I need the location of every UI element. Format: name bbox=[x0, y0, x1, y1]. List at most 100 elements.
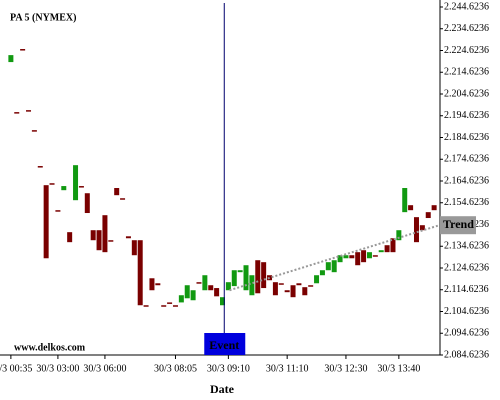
candle bbox=[220, 297, 225, 306]
x-tick-label: 30/3 12:30 bbox=[324, 363, 367, 374]
candle bbox=[331, 260, 337, 273]
candle bbox=[225, 282, 231, 291]
candle bbox=[108, 240, 114, 242]
candle bbox=[384, 245, 390, 253]
candle bbox=[319, 270, 325, 276]
y-tick-label: 2.204.6236 bbox=[444, 88, 489, 99]
candle bbox=[196, 282, 202, 284]
candle bbox=[8, 55, 14, 63]
candle bbox=[314, 275, 320, 284]
candle bbox=[26, 110, 32, 112]
x-tick-label: 30/3 03:00 bbox=[36, 363, 79, 374]
x-axis-label: Date bbox=[210, 382, 235, 396]
candle bbox=[120, 198, 126, 200]
candle bbox=[355, 252, 361, 266]
candle bbox=[78, 186, 84, 188]
trend-label-box bbox=[440, 216, 476, 235]
candle bbox=[231, 270, 237, 287]
candle bbox=[325, 262, 331, 271]
candle bbox=[243, 265, 249, 291]
chart-title: PA 5 (NYMEX) bbox=[10, 12, 76, 23]
candle bbox=[55, 210, 61, 212]
candle bbox=[73, 165, 79, 201]
candle bbox=[255, 260, 261, 294]
y-tick-label: 2.164.6236 bbox=[444, 175, 489, 186]
candle bbox=[114, 188, 120, 196]
candle bbox=[302, 287, 308, 296]
candle bbox=[37, 166, 43, 168]
y-tick-label: 2.224.6236 bbox=[444, 45, 489, 56]
y-tick-label: 2.114.6236 bbox=[444, 284, 489, 295]
watermark: www.delkos.com bbox=[14, 342, 86, 353]
candle bbox=[296, 283, 302, 286]
y-tick-label: 2.244.6236 bbox=[444, 1, 489, 12]
candle bbox=[396, 230, 402, 241]
candle bbox=[208, 285, 214, 291]
x-tick-label: 30/3 11:10 bbox=[266, 363, 309, 374]
y-tick-label: 2.104.6236 bbox=[444, 306, 489, 317]
y-tick-label: 2.174.6236 bbox=[444, 154, 489, 165]
x-tick-label: 30/3 09:10 bbox=[207, 363, 250, 374]
y-tick-label: 2.154.6236 bbox=[444, 197, 489, 208]
candle bbox=[143, 305, 149, 307]
candle bbox=[408, 205, 414, 211]
candle bbox=[390, 238, 396, 253]
y-tick-label: 2.094.6236 bbox=[444, 328, 489, 339]
candle bbox=[102, 215, 108, 253]
candle bbox=[284, 290, 290, 293]
candle bbox=[49, 183, 55, 185]
candle bbox=[20, 49, 26, 51]
candle bbox=[425, 212, 431, 219]
candle bbox=[308, 285, 314, 287]
candle bbox=[419, 225, 425, 231]
candle bbox=[167, 302, 173, 304]
candle bbox=[337, 255, 343, 263]
candle bbox=[272, 282, 278, 296]
y-tick-label: 2.194.6236 bbox=[444, 110, 489, 121]
candle bbox=[378, 250, 384, 253]
candle bbox=[90, 230, 96, 241]
y-tick-label: 2.234.6236 bbox=[444, 23, 489, 34]
candle bbox=[361, 250, 367, 263]
y-tick-label: 2.184.6236 bbox=[444, 132, 489, 143]
x-tick-label: 30/3 00:35 bbox=[0, 363, 32, 374]
candle bbox=[413, 217, 419, 243]
y-tick-label: 2.134.6236 bbox=[444, 241, 489, 252]
y-tick-label: 2.214.6236 bbox=[444, 67, 489, 78]
candle bbox=[278, 283, 284, 285]
candle bbox=[131, 240, 137, 256]
candle bbox=[161, 305, 167, 307]
event-label: Event bbox=[209, 338, 239, 352]
candle bbox=[31, 130, 37, 132]
trend-label: Trend bbox=[443, 217, 474, 231]
candle bbox=[214, 288, 220, 297]
x-tick-label: 30/3 08:05 bbox=[154, 363, 197, 374]
candle bbox=[202, 275, 208, 291]
candle bbox=[249, 275, 255, 296]
x-tick-label: 30/3 13:40 bbox=[377, 363, 420, 374]
x-tick-label: 30/3 06:00 bbox=[83, 363, 126, 374]
y-tick-label: 2.124.6236 bbox=[444, 262, 489, 273]
candle bbox=[431, 205, 437, 211]
candle bbox=[237, 270, 243, 273]
candle bbox=[178, 295, 184, 303]
candle bbox=[84, 193, 90, 214]
candle bbox=[149, 278, 155, 291]
candle bbox=[61, 186, 67, 191]
candle bbox=[172, 305, 178, 307]
candle bbox=[43, 185, 49, 259]
candle bbox=[137, 240, 143, 306]
event-label-box bbox=[204, 333, 246, 355]
candle bbox=[67, 232, 73, 243]
candle bbox=[402, 188, 408, 213]
candle bbox=[125, 236, 131, 239]
y-tick-label: 2.084.6236 bbox=[444, 349, 489, 360]
candle bbox=[290, 285, 296, 298]
candle bbox=[155, 283, 161, 286]
trend-line bbox=[229, 224, 440, 292]
candle bbox=[372, 255, 378, 257]
candle bbox=[14, 112, 20, 114]
candle bbox=[366, 252, 372, 259]
candle bbox=[261, 262, 267, 289]
